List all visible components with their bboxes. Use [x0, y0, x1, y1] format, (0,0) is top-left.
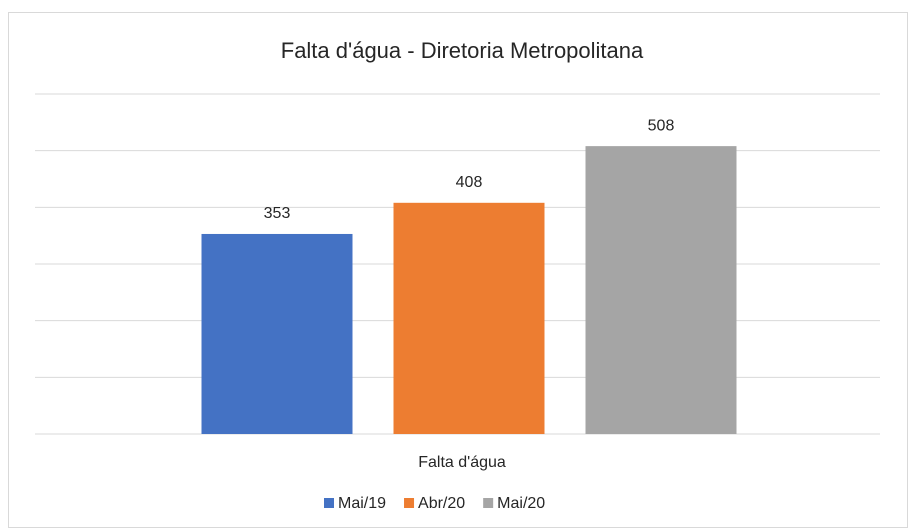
bar — [201, 233, 353, 434]
legend-swatch — [404, 498, 415, 508]
data-label: 408 — [456, 174, 483, 191]
bar — [393, 202, 545, 434]
bar — [585, 146, 737, 434]
legend-label: Mai/20 — [497, 495, 545, 512]
legend-label: Mai/19 — [338, 495, 386, 512]
data-label: 353 — [264, 205, 291, 222]
legend-label: Abr/20 — [418, 495, 465, 512]
legend-swatch — [324, 498, 334, 508]
chart-title: Falta d'água - Diretoria Metropolitana — [281, 38, 644, 63]
legend-swatch — [483, 498, 494, 508]
x-tick-label: Falta d'água — [418, 454, 506, 471]
data-label: 508 — [648, 117, 675, 134]
